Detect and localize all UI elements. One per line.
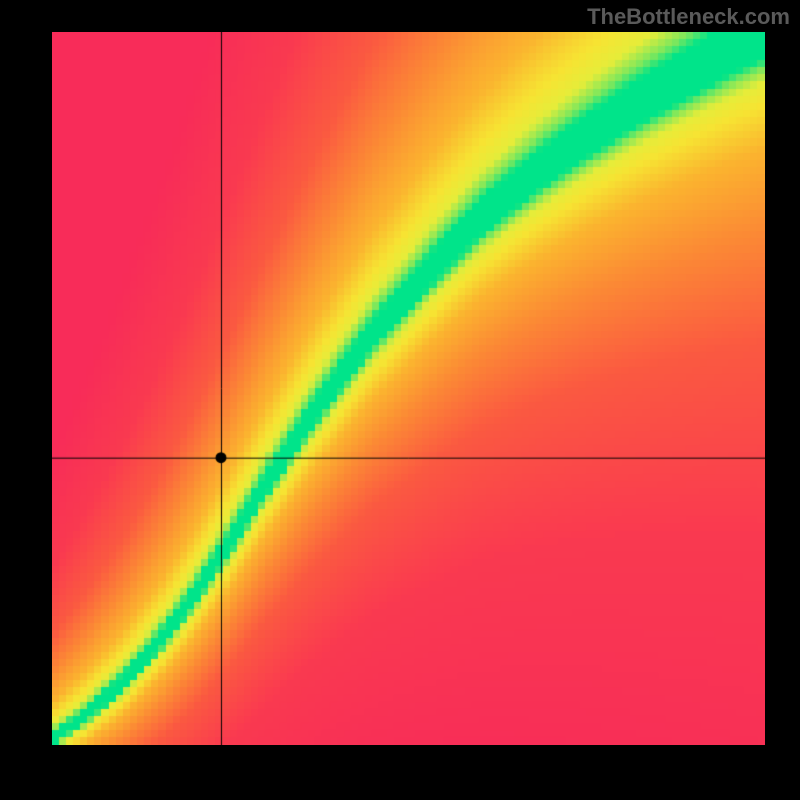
bottleneck-heatmap (52, 32, 765, 745)
watermark: TheBottleneck.com (587, 4, 790, 30)
